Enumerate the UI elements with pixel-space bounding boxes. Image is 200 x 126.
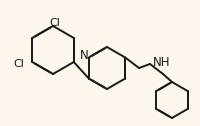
Text: N: N [79, 49, 88, 62]
Text: NH: NH [153, 55, 170, 69]
Text: Cl: Cl [50, 18, 60, 28]
Text: Cl: Cl [13, 59, 24, 69]
